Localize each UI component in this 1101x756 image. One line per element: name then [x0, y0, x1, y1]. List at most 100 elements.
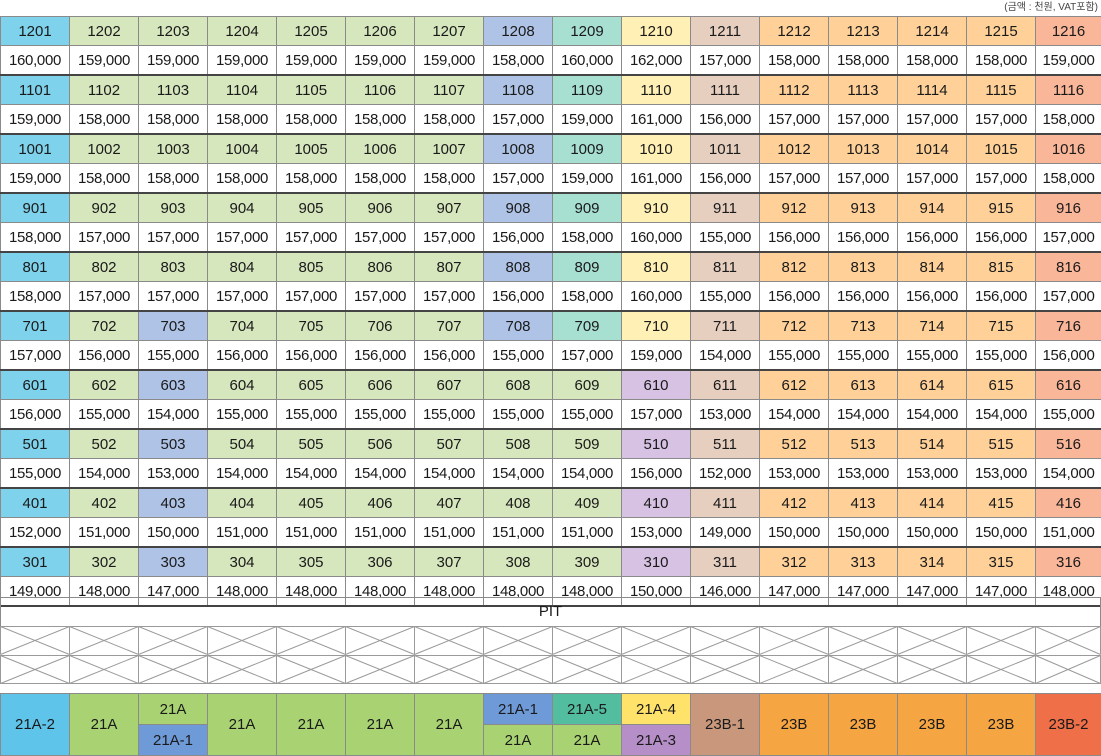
- unit-price-cell: 157,000: [1036, 223, 1101, 253]
- unit-price-cell: 158,000: [346, 105, 415, 135]
- unit-number-cell: 803: [139, 252, 208, 282]
- unit-price-cell: 154,000: [139, 400, 208, 430]
- unit-number-cell: 1106: [346, 75, 415, 105]
- unit-price-cell: 157,000: [967, 105, 1036, 135]
- unit-price-cell: 158,000: [208, 164, 277, 194]
- pit-row: PIT: [0, 597, 1101, 627]
- unit-price-cell: 154,000: [208, 459, 277, 489]
- unit-number-cell: 1204: [208, 17, 277, 46]
- unit-price-cell: 157,000: [898, 105, 967, 135]
- unit-number-cell: 605: [277, 370, 346, 400]
- unit-price-cell: 158,000: [277, 164, 346, 194]
- unit-number-cell: 315: [967, 547, 1036, 577]
- unit-price-cell: 158,000: [139, 105, 208, 135]
- unit-price-cell: 157,000: [208, 282, 277, 312]
- unit-number-cell: 510: [622, 429, 691, 459]
- unit-type-cell: 23B: [829, 694, 898, 756]
- unit-number-cell: 511: [691, 429, 760, 459]
- unit-price-cell: 158,000: [553, 223, 622, 253]
- unit-price-cell: 156,000: [898, 223, 967, 253]
- unit-number-cell: 1105: [277, 75, 346, 105]
- unit-number-cell: 1002: [70, 134, 139, 164]
- unit-number-cell: 612: [760, 370, 829, 400]
- unit-price-cell: 150,000: [139, 518, 208, 548]
- unit-number-cell: 404: [208, 488, 277, 518]
- unit-number-cell: 308: [484, 547, 553, 577]
- unit-number-cell: 1012: [760, 134, 829, 164]
- unit-price-cell: 153,000: [829, 459, 898, 489]
- unit-number-cell: 903: [139, 193, 208, 223]
- unit-price-cell: 156,000: [484, 282, 553, 312]
- unit-type-cell: 21A: [415, 694, 484, 756]
- unit-price-cell: 161,000: [622, 105, 691, 135]
- unit-number-cell: 306: [346, 547, 415, 577]
- unit-number-cell: 909: [553, 193, 622, 223]
- unit-number-cell: 807: [415, 252, 484, 282]
- unit-number-cell: 604: [208, 370, 277, 400]
- unit-price-cell: 155,000: [208, 400, 277, 430]
- unit-price-cell: 155,000: [346, 400, 415, 430]
- unit-price-cell: 154,000: [277, 459, 346, 489]
- unit-number-cell: 901: [1, 193, 70, 223]
- unit-number-cell: 1103: [139, 75, 208, 105]
- unit-price-cell: 150,000: [829, 518, 898, 548]
- unit-price-cell: 158,000: [898, 46, 967, 76]
- unit-type-cell: 21A: [346, 694, 415, 756]
- unit-number-cell: 1016: [1036, 134, 1101, 164]
- unit-number-cell: 911: [691, 193, 760, 223]
- unit-price-cell: 156,000: [415, 341, 484, 371]
- unit-number-cell: 704: [208, 311, 277, 341]
- unit-price-cell: 156,000: [760, 282, 829, 312]
- unit-number-cell: 516: [1036, 429, 1101, 459]
- unit-price-cell: 155,000: [139, 341, 208, 371]
- unit-number-cell: 1015: [967, 134, 1036, 164]
- unit-type-cell: 21A-4: [622, 694, 691, 725]
- unit-number-cell: 1215: [967, 17, 1036, 46]
- unit-price-cell: 157,000: [967, 164, 1036, 194]
- unit-price-cell: 157,000: [760, 164, 829, 194]
- unit-number-cell: 1207: [415, 17, 484, 46]
- unit-number-cell: 310: [622, 547, 691, 577]
- unit-number-cell: 508: [484, 429, 553, 459]
- unit-price-cell: 158,000: [553, 282, 622, 312]
- unit-price-cell: 154,000: [70, 459, 139, 489]
- unit-type-cell: 21A-1: [139, 725, 208, 756]
- unit-number-cell: 413: [829, 488, 898, 518]
- unit-price-cell: 158,000: [139, 164, 208, 194]
- unit-number-cell: 504: [208, 429, 277, 459]
- unit-price-cell: 153,000: [760, 459, 829, 489]
- unit-number-cell: 712: [760, 311, 829, 341]
- unit-type-cell: 21A: [70, 694, 139, 756]
- unit-price-cell: 155,000: [484, 400, 553, 430]
- unit-number-cell: 816: [1036, 252, 1101, 282]
- unit-number-cell: 1201: [1, 17, 70, 46]
- unit-number-cell: 1101: [1, 75, 70, 105]
- unit-price-cell: 152,000: [1, 518, 70, 548]
- unit-price-cell: 155,000: [691, 282, 760, 312]
- unit-number-cell: 503: [139, 429, 208, 459]
- unit-price-cell: 157,000: [415, 282, 484, 312]
- unit-number-cell: 606: [346, 370, 415, 400]
- unit-number-cell: 513: [829, 429, 898, 459]
- unit-number-cell: 309: [553, 547, 622, 577]
- unit-price-cell: 157,000: [346, 223, 415, 253]
- unit-type-cell: 21A-1: [484, 694, 553, 725]
- unit-price-cell: 154,000: [415, 459, 484, 489]
- unit-price-cell: 159,000: [622, 341, 691, 371]
- unit-price-cell: 155,000: [70, 400, 139, 430]
- unit-number-cell: 1210: [622, 17, 691, 46]
- unit-number-cell: 912: [760, 193, 829, 223]
- unit-type-cell: 23B: [898, 694, 967, 756]
- unit-number-cell: 411: [691, 488, 760, 518]
- unit-price-cell: 159,000: [553, 164, 622, 194]
- unit-number-cell: 1107: [415, 75, 484, 105]
- unit-price-cell: 155,000: [1, 459, 70, 489]
- unit-number-cell: 705: [277, 311, 346, 341]
- unit-price-cell: 157,000: [1036, 282, 1101, 312]
